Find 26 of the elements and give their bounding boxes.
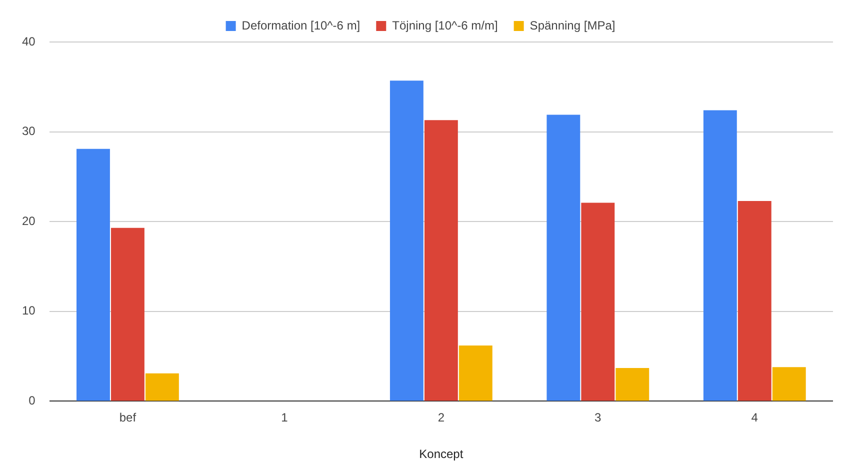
bar <box>581 202 615 401</box>
bar <box>703 110 737 401</box>
y-tick-label: 40 <box>22 34 36 48</box>
bar <box>145 373 179 401</box>
x-tick-label: 4 <box>751 410 758 425</box>
x-tick-label: bef <box>119 410 137 425</box>
x-axis-title: Koncept <box>419 447 464 462</box>
bar <box>390 80 424 401</box>
bar <box>424 120 458 401</box>
x-tick-label: 3 <box>594 410 602 425</box>
legend-label: Töjning [10^-6 m/m] <box>392 18 498 32</box>
bar <box>616 368 650 401</box>
bar <box>546 114 580 401</box>
bar <box>110 228 144 401</box>
x-tick-label: 1 <box>281 410 288 425</box>
bar <box>76 148 110 401</box>
bar <box>458 346 492 401</box>
y-tick-label: 10 <box>22 304 36 318</box>
legend-label: Spänning [MPa] <box>530 18 616 32</box>
x-tick-label: 2 <box>438 410 445 425</box>
bar <box>772 367 806 401</box>
bar <box>738 200 772 401</box>
legend-label: Deformation [10^-6 m] <box>242 18 360 32</box>
y-tick-label: 30 <box>22 124 36 138</box>
y-tick-label: 20 <box>22 214 36 228</box>
y-tick-label: 0 <box>28 394 36 408</box>
